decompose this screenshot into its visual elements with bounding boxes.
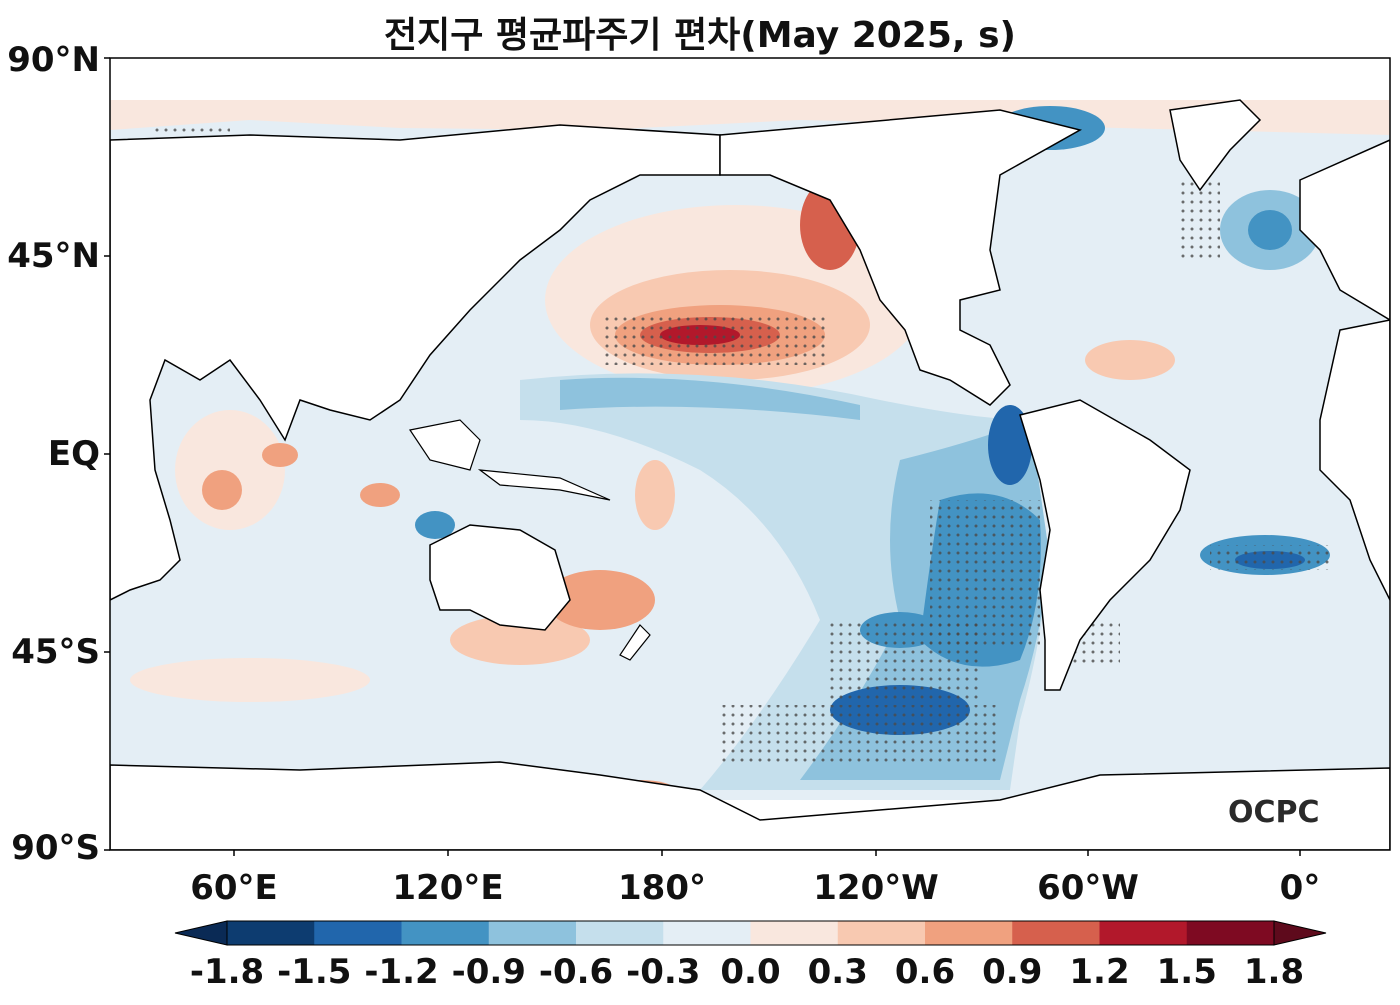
lon-label-120e: 120°E [392,868,504,908]
colorbar-bin [663,921,751,945]
lat-label-90n: 90°N [7,40,100,80]
colorbar-bin [401,921,490,945]
axis-ticks [104,57,1301,856]
colorbar-over-arrow [1273,920,1327,946]
stipple-arctic [150,125,230,139]
lat-label-90s: 90°S [11,828,100,868]
north-america [719,109,1083,406]
australia [429,524,571,631]
timor-cool [415,511,455,539]
lon-label-60e: 60°E [190,868,278,908]
stipple-sp [830,620,980,700]
colorbar [174,920,1327,946]
lon-label-0: 0° [1279,868,1321,908]
lon-label-120w: 120°W [813,868,939,908]
greenland [1169,99,1262,192]
lat-label-eq: EQ [47,434,100,474]
indian-warm-outer [175,410,285,530]
lon-label-180: 180° [618,868,706,908]
west-africa [1319,319,1390,601]
colorbar-tick-label: -1.5 [277,952,352,992]
colorbar-frame [226,920,1275,946]
lon-label-60w: 60°W [1037,868,1139,908]
colorbar-tick-label: -0.3 [626,952,701,992]
colorbar-bin [925,921,1013,945]
colorbar-tick-label: 0.6 [894,952,956,992]
colorbar-tick-label: -0.9 [451,952,526,992]
indian-warm-core [202,470,242,510]
stipple-satl [1210,545,1330,570]
tasman-warm [545,570,655,630]
colorbar-bin [1186,921,1275,945]
antarctica [110,761,1390,850]
colorbar-bin [488,921,577,945]
map-title: 전지구 평균파주기 편차(May 2025, s) [383,15,1016,56]
natl-warm [1085,340,1175,380]
colorbar-tick-label: 1.5 [1156,952,1217,992]
s-aus-warm [450,615,590,665]
colorbar-bin [750,921,839,945]
peru-cool-core [988,405,1032,485]
new-guinea [477,469,611,501]
stipple-natl [1180,180,1220,260]
stipple-so [720,705,1000,765]
colorbar-bin [1099,921,1188,945]
stipple-npac [600,315,830,365]
borneo [409,419,481,471]
colorbar-bin [227,921,315,945]
lat-label-45s: 45°S [11,632,100,672]
colorbar-bin [1012,921,1100,945]
colorbar-under-arrow [174,920,228,946]
np-cool-band [560,377,860,420]
colorbar-tick-label: -1.2 [364,952,439,992]
map-field [110,99,1390,850]
colorbar-tick-label: 1.8 [1243,952,1305,992]
indian-warm-patch2 [360,483,400,507]
colorbar-tick-label: 0.9 [982,952,1043,992]
colorbar-bin [576,921,664,945]
colorbar-tick-label: 0.3 [807,952,868,992]
lat-label-45n: 45°N [7,236,100,276]
new-zealand [619,624,651,661]
colorbar-tick-label: 0.0 [720,952,781,992]
colorbar-tick-label: 1.2 [1069,952,1130,992]
coral-warm [635,460,675,530]
natl-cool-core [1248,210,1292,250]
ocpc-logo: OCPC [1228,795,1320,830]
europe [1299,139,1390,321]
s-indian-warm [130,658,370,702]
colorbar-tick-label: -0.6 [538,952,614,992]
indian-warm-patch [262,443,298,467]
south-america [1019,399,1191,691]
colorbar-tick-label: -1.8 [189,952,265,992]
colorbar-bin [837,921,926,945]
colorbar-bin [314,921,402,945]
